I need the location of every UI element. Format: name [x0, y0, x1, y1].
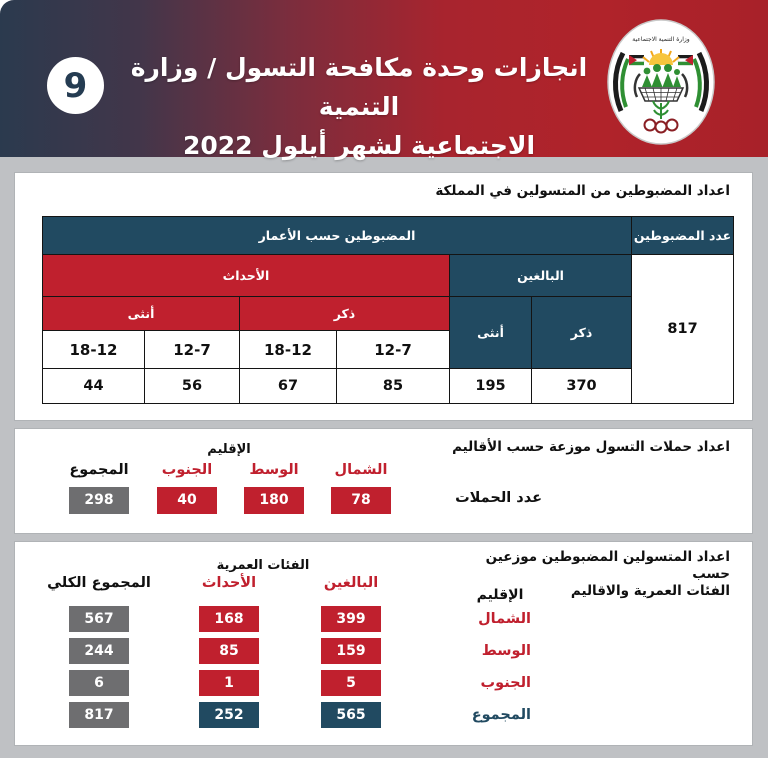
- flag-left-icon: [628, 55, 645, 66]
- value-cell: 67: [239, 368, 337, 404]
- header-banner: 9 انجازات وحدة مكافحة التسول / وزارة الت…: [0, 0, 768, 160]
- total-adults-box: 565: [321, 702, 381, 728]
- panel-campaigns: اعداد حملات التسول موزعة حسب الأقاليم ال…: [14, 428, 753, 534]
- south-juveniles-box: 1: [199, 670, 259, 696]
- flag-right-icon: [677, 55, 694, 66]
- campaigns-total-box: 298: [69, 487, 129, 514]
- value-cell: 85: [336, 368, 450, 404]
- grand-total-box: 817: [69, 702, 129, 728]
- total-juveniles-box: 252: [199, 702, 259, 728]
- ministry-logo-icon: وزارة التنمية الاجتماعية: [607, 19, 715, 145]
- panel-kingdom-totals: اعداد المضبوطين من المتسولين في المملكة …: [14, 172, 753, 421]
- panel-campaigns-title: اعداد حملات التسول موزعة حسب الأقاليم: [452, 439, 730, 455]
- center-juveniles-box: 85: [199, 638, 259, 664]
- region-column-header: الإقليم: [476, 587, 524, 603]
- panel-regions-title-line2: الفئات العمرية والاقاليم: [570, 583, 730, 599]
- panel-regions-title-line1: اعداد المتسولين المضبوطين موزعين حسب: [485, 549, 730, 582]
- region-group-header: الإقليم: [207, 442, 251, 457]
- juvenile-male-header-cell: ذكر: [239, 296, 450, 331]
- age-groups-header: الفئات العمرية: [216, 558, 310, 573]
- value-cell: 370: [530, 368, 633, 404]
- campaigns-row-label: عدد الحملات: [455, 490, 542, 506]
- north-total-box: 567: [69, 606, 129, 632]
- campaigns-south-box: 40: [157, 487, 217, 514]
- report-title-line2: الاجتماعية لشهر أيلول 2022: [182, 131, 536, 160]
- adults-header-cell: البالغين: [448, 254, 633, 297]
- column-label-north: الشمال: [334, 462, 388, 478]
- adult-female-header-cell: أنثى: [449, 296, 532, 369]
- basket-icon: [637, 87, 685, 102]
- age-range-cell: 18-12: [42, 330, 145, 369]
- panel-regions-title: اعداد المتسولين المضبوطين موزعين حسب الف…: [460, 549, 730, 600]
- total-count-value-cell: 817: [631, 254, 735, 404]
- age-range-cell: 12-7: [336, 330, 450, 369]
- campaigns-north-box: 78: [331, 487, 391, 514]
- row-label-north: الشمال: [478, 611, 531, 627]
- rings-icon: [643, 118, 679, 134]
- south-adults-box: 5: [321, 670, 381, 696]
- family-figures-icon: [642, 64, 681, 87]
- column-label-center: الوسط: [249, 462, 299, 478]
- panel-regions: اعداد المتسولين المضبوطين موزعين حسب الف…: [14, 541, 753, 746]
- column-label-total: المجموع: [69, 462, 129, 478]
- juveniles-header-cell: الأحداث: [42, 254, 450, 297]
- center-total-box: 244: [69, 638, 129, 664]
- logo-caption: وزارة التنمية الاجتماعية: [632, 36, 690, 43]
- row-label-south: الجنوب: [480, 675, 531, 691]
- value-cell: 195: [449, 368, 532, 404]
- report-title-line1: انجازات وحدة مكافحة التسول / وزارة التنم…: [130, 53, 588, 121]
- total-count-header-cell: عدد المضبوطين: [631, 216, 735, 255]
- age-range-cell: 18-12: [239, 330, 337, 369]
- column-label-grand-total: المجموع الكلي: [47, 575, 151, 591]
- column-label-south: الجنوب: [161, 462, 213, 478]
- report-title: انجازات وحدة مكافحة التسول / وزارة التنم…: [118, 48, 600, 165]
- value-cell: 56: [144, 368, 240, 404]
- south-total-box: 6: [69, 670, 129, 696]
- plant-icon: [652, 100, 670, 119]
- age-range-cell: 12-7: [144, 330, 240, 369]
- juvenile-female-header-cell: أنثى: [42, 296, 240, 331]
- campaigns-center-box: 180: [244, 487, 304, 514]
- kingdom-table: المضبوطين حسب الأعمار عدد المضبوطين الأح…: [41, 216, 735, 404]
- adult-male-header-cell: ذكر: [530, 296, 633, 369]
- value-cell: 44: [42, 368, 145, 404]
- row-label-total: المجموع: [471, 707, 531, 723]
- panel-kingdom-title: اعداد المضبوطين من المتسولين في المملكة: [435, 183, 730, 199]
- ages-header-cell: المضبوطين حسب الأعمار: [41, 216, 633, 255]
- column-label-juveniles: الأحداث: [201, 575, 257, 591]
- page-number-badge: 9: [47, 57, 104, 114]
- north-juveniles-box: 168: [199, 606, 259, 632]
- north-adults-box: 399: [321, 606, 381, 632]
- column-label-adults: البالغين: [323, 575, 379, 591]
- sun-icon: [642, 49, 680, 65]
- row-label-center: الوسط: [481, 643, 531, 659]
- center-adults-box: 159: [321, 638, 381, 664]
